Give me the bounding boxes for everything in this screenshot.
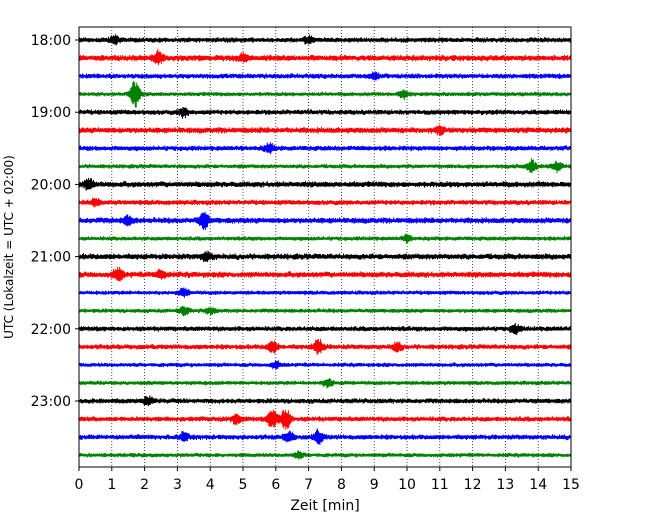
trace-1815 [78,48,572,66]
trace-1915 [78,124,572,136]
trace-2345 [78,450,572,460]
x-tick-label: 7 [304,477,313,493]
trace-2215 [78,338,572,355]
x-tick-label: 14 [529,477,547,493]
grid-lines [111,27,539,467]
trace-1930 [78,142,572,155]
x-tick-label: 2 [140,477,149,493]
y-tick-label: 18:00 [31,33,71,49]
x-tick-label: 5 [239,477,248,493]
x-tick-label: 8 [337,477,346,493]
x-tick-label: 11 [431,477,449,493]
x-tick-label: 1 [107,477,116,493]
trace-1900 [78,107,572,119]
x-axis-label: Zeit [min] [290,498,359,514]
trace-2030 [78,211,572,231]
y-tick-label: 22:00 [31,322,71,338]
trace-2245 [78,378,572,389]
x-tick-label: 15 [562,477,580,493]
y-tick-label: 20:00 [31,177,71,193]
trace-2230 [78,360,572,371]
x-tick-label: 6 [271,477,280,493]
x-tick-label: 12 [464,477,482,493]
x-tick-label: 13 [496,477,514,493]
trace-1830 [78,71,572,81]
y-tick-label: 19:00 [31,105,71,121]
x-tick-label: 3 [173,477,182,493]
y-tick-label: 23:00 [31,394,71,410]
y-tick-label: 21:00 [31,250,71,266]
y-axis-label: UTC (Lokalzeit = UTC + 02:00) [2,155,16,339]
y-axis-ticks: 18:00 19:00 20:00 21:00 22:00 23:00 [31,33,79,410]
trace-2000 [78,177,572,191]
x-tick-label: 9 [370,477,379,493]
x-tick-label: 10 [398,477,416,493]
trace-2015 [78,197,572,208]
trace-2045 [78,233,572,244]
trace-1800 [78,34,572,46]
trace-2115 [78,266,572,282]
seismic-traces [78,34,572,460]
plot-frame [78,26,572,468]
x-tick-label: 0 [75,477,84,493]
x-axis-ticks: 0 1 2 3 4 5 6 7 8 9 10 11 12 13 14 15 [75,467,580,493]
trace-2300 [78,395,572,407]
trace-1845 [78,80,572,108]
trace-2100 [78,250,572,262]
trace-1945 [78,158,572,174]
trace-2145 [78,305,572,317]
trace-2330 [78,428,572,445]
trace-2200 [78,322,572,335]
trace-2315 [78,409,572,430]
x-tick-label: 4 [206,477,215,493]
trace-2130 [78,287,572,298]
